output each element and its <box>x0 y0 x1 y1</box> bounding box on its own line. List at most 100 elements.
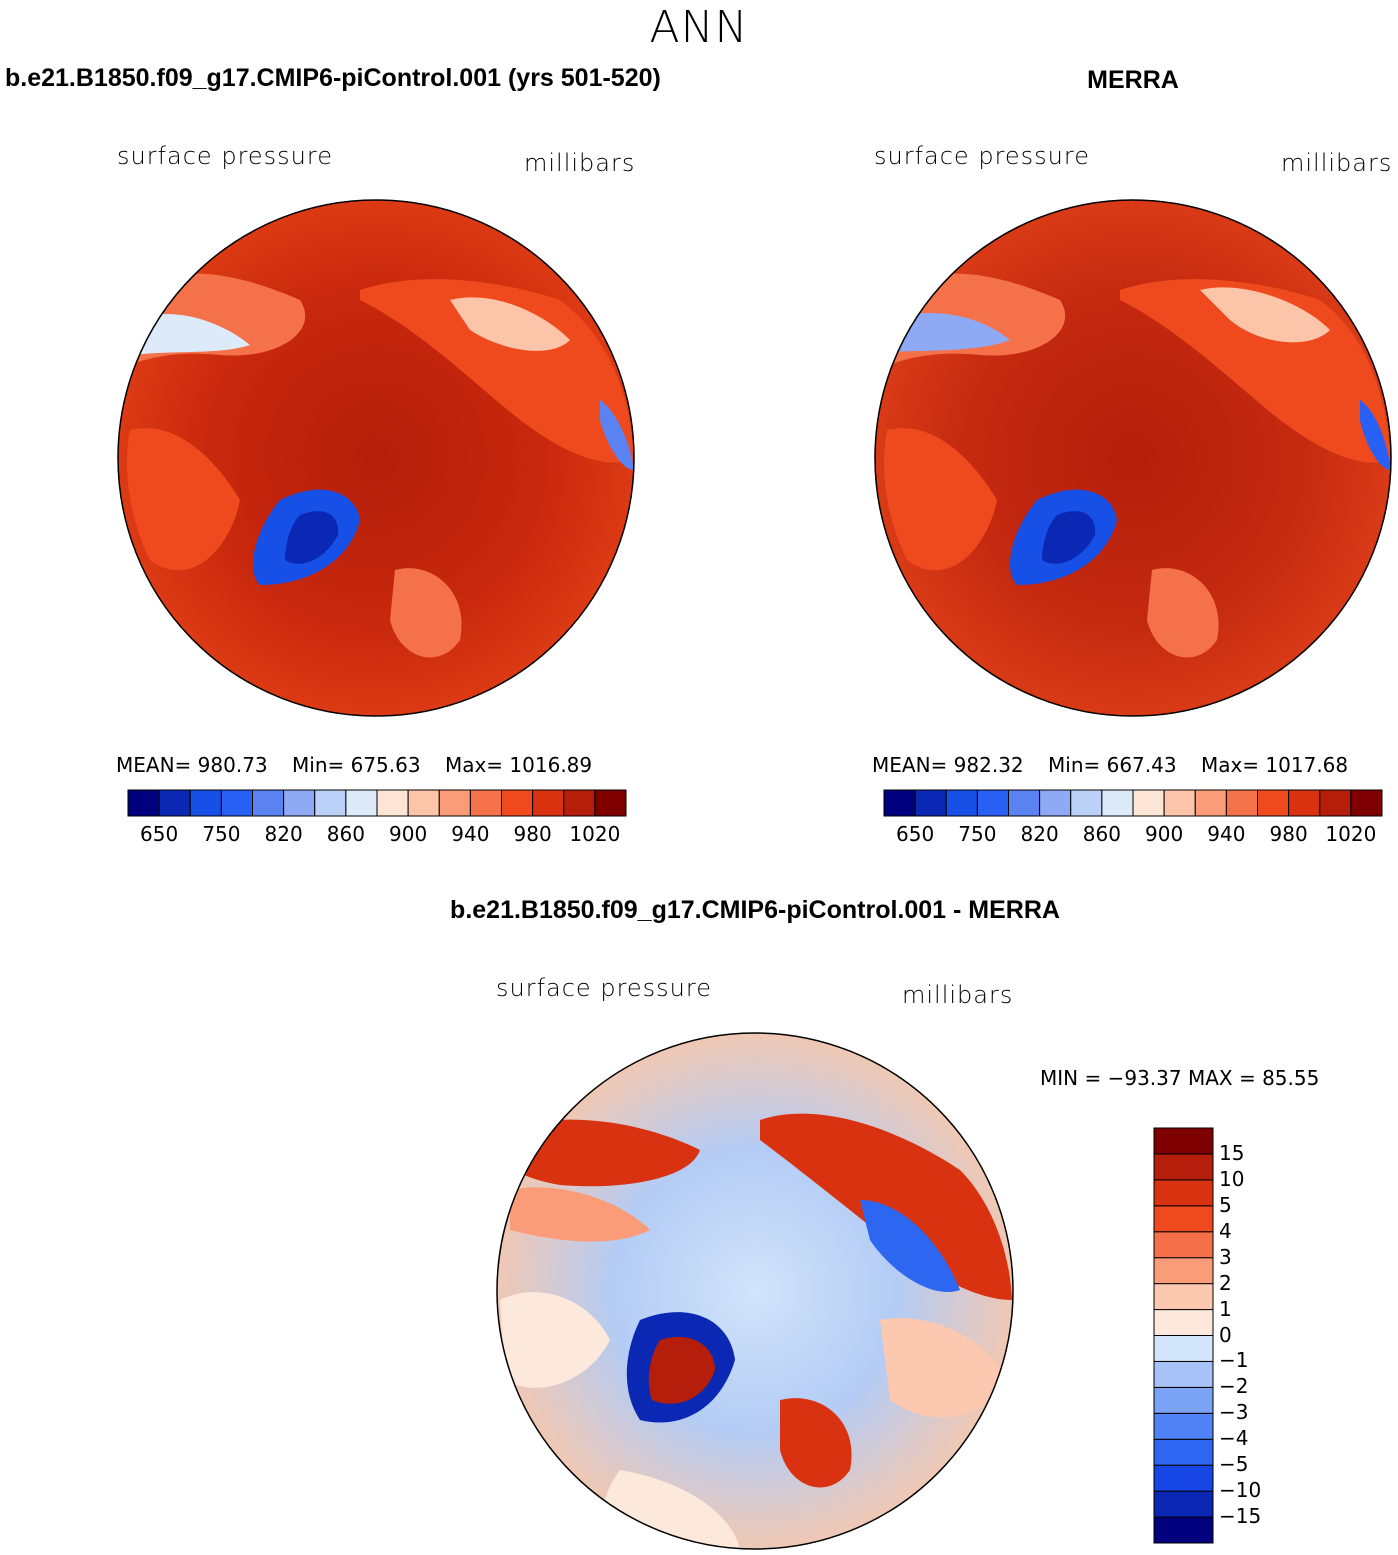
obs-colorbar-label: 900 <box>1145 822 1184 846</box>
obs-max-label: Max= <box>1200 753 1260 777</box>
obs-map-border <box>874 199 1392 717</box>
test-region-scandinavia <box>390 568 462 658</box>
diff-region-europe <box>880 1318 1005 1418</box>
test-colorbar-box <box>189 789 222 817</box>
diff-colorbar-label: 1 <box>1219 1296 1232 1321</box>
test-max-value: 1016.89 <box>509 753 593 777</box>
test-variable-label: surface pressure <box>117 142 333 170</box>
diff-colorbar-box <box>1153 1386 1214 1414</box>
test-colorbar-box <box>127 789 160 817</box>
test-colorbar-box <box>314 789 347 817</box>
test-colorbar-box <box>469 789 502 817</box>
diff-colorbar-label: 4 <box>1219 1218 1232 1243</box>
diff-region-canada <box>500 1292 610 1388</box>
test-mean-value: 980.73 <box>197 753 268 777</box>
diff-colorbar-label: −4 <box>1219 1426 1249 1451</box>
test-colorbar-box <box>438 789 471 817</box>
obs-polar-map <box>874 199 1392 717</box>
test-min-value: 675.63 <box>350 753 421 777</box>
test-colorbar-label: 650 <box>140 822 179 846</box>
test-polar-map <box>117 199 635 717</box>
diff-colorbar-label: −5 <box>1219 1452 1249 1477</box>
test-colorbar-box <box>158 789 191 817</box>
diff-colorbar-box <box>1153 1257 1214 1285</box>
obs-colorbar-box <box>1070 789 1103 817</box>
test-region-himalaya <box>600 400 634 470</box>
diff-variable-label: surface pressure <box>496 974 712 1002</box>
test-region-siberia <box>360 279 634 463</box>
test-colorbar-label: 980 <box>513 822 552 846</box>
obs-colorbar-label: 940 <box>1207 822 1246 846</box>
diff-colorbar-label: −2 <box>1219 1374 1249 1399</box>
test-colorbar-label: 1020 <box>569 822 621 846</box>
obs-colorbar-box <box>1008 789 1041 817</box>
obs-units-label: millibars <box>1281 149 1393 177</box>
obs-panel-title: MERRA <box>1087 66 1179 94</box>
obs-region-greenland-core <box>1042 511 1096 564</box>
obs-max-value: 1017.68 <box>1265 753 1349 777</box>
diff-colorbar-box <box>1153 1179 1214 1207</box>
obs-colorbar-label: 860 <box>1082 822 1121 846</box>
test-colorbar-label: 940 <box>451 822 490 846</box>
diff-colorbar-box <box>1153 1283 1214 1311</box>
diff-colorbar-box <box>1153 1412 1214 1440</box>
diff-colorbar-box <box>1153 1231 1214 1259</box>
diff-colorbar-label: −1 <box>1219 1348 1249 1373</box>
diff-colorbar-label: 2 <box>1219 1270 1232 1295</box>
diff-colorbar-box <box>1153 1490 1214 1518</box>
diff-colorbar-label: 10 <box>1219 1166 1245 1191</box>
test-colorbar-box <box>220 789 253 817</box>
obs-region-tibet <box>890 312 1010 352</box>
obs-colorbar-box <box>914 789 947 817</box>
test-stats: MEAN= 980.73 Min= 675.63 Max= 1016.89 <box>116 753 592 777</box>
diff-colorbar-box <box>1153 1516 1214 1544</box>
obs-colorbar-box <box>976 789 1009 817</box>
diff-colorbar-label: 15 <box>1219 1140 1245 1165</box>
test-colorbar-box <box>283 789 316 817</box>
diff-map-border <box>496 1032 1014 1550</box>
test-colorbar-box <box>563 789 596 817</box>
diff-colorbar-label: −15 <box>1219 1504 1262 1529</box>
diff-polar-map <box>496 1032 1014 1550</box>
obs-colorbar-box <box>1132 789 1165 817</box>
obs-colorbar-label: 820 <box>1020 822 1059 846</box>
obs-min-value: 667.43 <box>1106 753 1177 777</box>
test-max-label: Max= <box>444 753 504 777</box>
diff-colorbar-box <box>1153 1127 1214 1155</box>
test-region-greenland-core <box>285 511 339 564</box>
diff-colorbar-label: −3 <box>1219 1400 1249 1425</box>
obs-colorbar-box <box>1039 789 1072 817</box>
obs-mean-label: MEAN= <box>872 753 948 777</box>
diff-colorbar <box>1153 1127 1214 1544</box>
diff-colorbar-box <box>1153 1205 1214 1233</box>
obs-stats: MEAN= 982.32 Min= 667.43 Max= 1017.68 <box>872 753 1348 777</box>
diff-colorbar-box <box>1153 1309 1214 1336</box>
obs-mean-value: 982.32 <box>953 753 1024 777</box>
test-colorbar-label: 820 <box>264 822 303 846</box>
test-units-label: millibars <box>524 149 636 177</box>
test-colorbar-box <box>376 789 409 817</box>
test-mean-label: MEAN= <box>116 753 192 777</box>
obs-region-mongolia <box>1200 287 1330 343</box>
diff-colorbar-box <box>1153 1335 1214 1362</box>
diff-map-background <box>497 1033 1013 1549</box>
diff-units-label: millibars <box>902 981 1014 1009</box>
obs-variable-label: surface pressure <box>874 142 1090 170</box>
obs-region-rockies <box>883 428 997 571</box>
obs-colorbar-box <box>1319 789 1352 817</box>
test-colorbar-label: 860 <box>326 822 365 846</box>
obs-colorbar-box <box>1163 789 1196 817</box>
obs-min-label: Min= <box>1048 753 1101 777</box>
obs-colorbar-label: 650 <box>896 822 935 846</box>
test-colorbar-box <box>501 789 534 817</box>
obs-region-scandinavia <box>1147 568 1219 658</box>
obs-colorbar-box <box>1257 789 1290 817</box>
figure-title: ANN <box>649 2 749 53</box>
test-colorbar-box <box>532 789 565 817</box>
test-colorbar-box <box>594 789 627 817</box>
obs-colorbar-box <box>1350 789 1383 817</box>
test-map-border <box>117 199 635 717</box>
diff-region-urals <box>860 1200 960 1292</box>
obs-colorbar-box <box>1101 789 1134 817</box>
